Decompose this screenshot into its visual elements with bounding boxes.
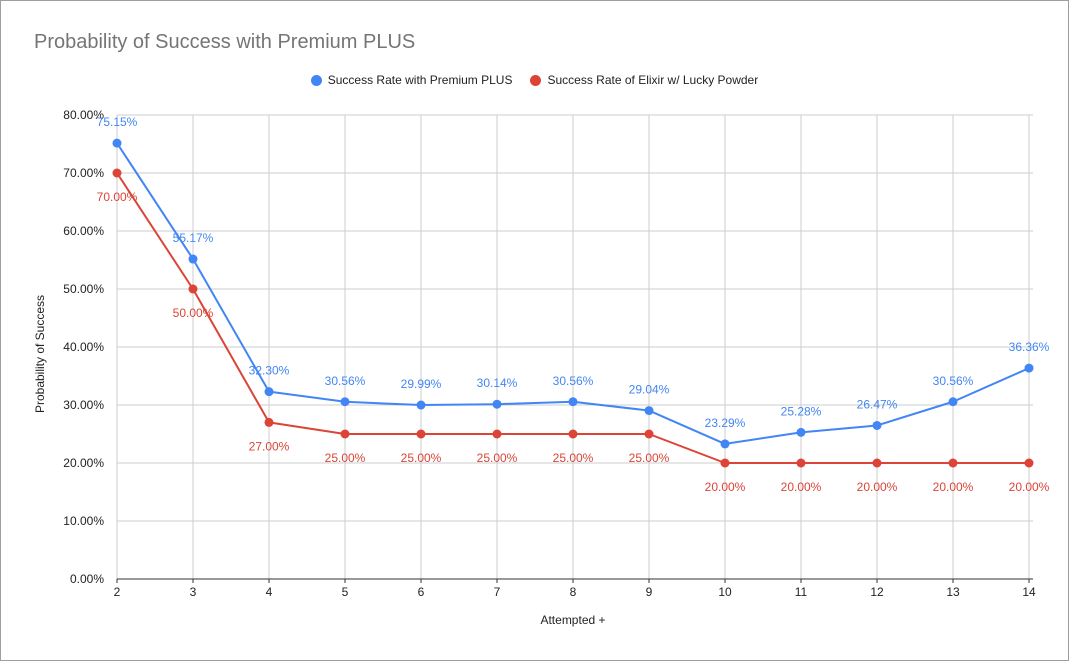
data-point-elixir: [492, 429, 502, 439]
data-label-elixir: 20.00%: [781, 480, 822, 494]
data-label-premium-plus: 30.14%: [477, 376, 518, 390]
data-point-elixir: [1024, 458, 1034, 468]
data-point-premium-plus: [568, 397, 578, 407]
data-point-elixir: [948, 458, 958, 468]
x-tick-label: 11: [795, 585, 808, 599]
data-label-premium-plus: 23.29%: [705, 416, 746, 430]
data-point-premium-plus: [1024, 363, 1034, 373]
legend-marker-premium-plus: [310, 74, 322, 86]
data-label-elixir: 20.00%: [857, 480, 898, 494]
data-point-premium-plus: [720, 439, 730, 449]
x-tick-label: 13: [946, 585, 960, 599]
y-axis-title: Probability of Success: [33, 295, 47, 413]
data-point-elixir: [188, 284, 198, 294]
data-point-elixir: [796, 458, 806, 468]
data-label-elixir: 50.00%: [173, 306, 214, 320]
data-label-premium-plus: 26.47%: [857, 397, 898, 411]
x-axis-title: Attempted +: [540, 613, 605, 627]
data-label-premium-plus: 55.17%: [173, 231, 214, 245]
legend-item-elixir[interactable]: Success Rate of Elixir w/ Lucky Powder: [530, 73, 758, 87]
data-point-premium-plus: [872, 420, 882, 430]
data-label-premium-plus: 30.56%: [325, 374, 366, 388]
gridlines: [116, 114, 1033, 579]
data-label-premium-plus: 29.99%: [401, 377, 442, 391]
x-tick-label: 4: [266, 585, 273, 599]
data-label-elixir: 27.00%: [249, 439, 290, 453]
data-label-premium-plus: 75.15%: [97, 115, 138, 129]
x-tick-label: 2: [114, 585, 121, 599]
x-tick-label: 12: [870, 585, 884, 599]
data-label-elixir: 20.00%: [705, 480, 746, 494]
data-point-premium-plus: [796, 427, 806, 437]
y-tick-label: 20.00%: [63, 456, 104, 470]
data-point-elixir: [264, 417, 274, 427]
data-label-premium-plus: 29.04%: [629, 383, 670, 397]
data-point-premium-plus: [948, 397, 958, 407]
data-label-premium-plus: 30.56%: [933, 374, 974, 388]
data-point-premium-plus: [188, 254, 198, 264]
data-label-elixir: 25.00%: [477, 451, 518, 465]
data-point-premium-plus: [112, 138, 122, 148]
data-point-elixir: [568, 429, 578, 439]
data-label-elixir: 25.00%: [401, 451, 442, 465]
chart-title: Probability of Success with Premium PLUS: [34, 31, 416, 53]
data-label-elixir: 20.00%: [1009, 480, 1050, 494]
y-tick-label: 50.00%: [63, 282, 104, 296]
y-tick-label: 70.00%: [63, 166, 104, 180]
series: [112, 138, 1034, 468]
data-labels: 75.15% 55.17% 32.30% 30.56% 29.99% 30.14% 30.5…: [97, 115, 1050, 494]
legend-marker-elixir: [530, 74, 542, 86]
data-point-elixir: [644, 429, 654, 439]
y-tick-label: 60.00%: [63, 224, 104, 238]
data-point-elixir: [340, 429, 350, 439]
x-tick-label: 9: [646, 585, 653, 599]
legend-item-premium-plus[interactable]: Success Rate with Premium PLUS: [310, 73, 513, 87]
data-label-elixir: 25.00%: [325, 451, 366, 465]
data-point-elixir: [112, 168, 122, 178]
x-tick-label: 6: [418, 585, 425, 599]
data-point-premium-plus: [644, 406, 654, 416]
legend-label-elixir: Success Rate of Elixir w/ Lucky Powder: [547, 73, 759, 87]
data-point-premium-plus: [264, 387, 274, 397]
x-tick-label: 7: [494, 585, 501, 599]
y-tick-label: 80.00%: [63, 108, 104, 122]
x-tick-label: 8: [570, 585, 577, 599]
y-tick-label: 10.00%: [63, 514, 104, 528]
legend-label-premium-plus: Success Rate with Premium PLUS: [327, 73, 513, 87]
data-label-premium-plus: 32.30%: [249, 364, 290, 378]
x-tick-label: 14: [1022, 585, 1036, 599]
legend: Success Rate with Premium PLUS Success R…: [0, 73, 1069, 87]
y-tick-label: 30.00%: [63, 398, 104, 412]
data-label-elixir: 20.00%: [933, 480, 974, 494]
data-point-elixir: [416, 429, 426, 439]
data-point-premium-plus: [416, 400, 426, 410]
data-label-elixir: 25.00%: [629, 451, 670, 465]
y-tick-label: 40.00%: [63, 340, 104, 354]
data-point-elixir: [720, 458, 730, 468]
y-tick-label: 0.00%: [70, 572, 104, 586]
data-label-elixir: 25.00%: [553, 451, 594, 465]
data-label-elixir: 70.00%: [97, 190, 138, 204]
data-label-premium-plus: 30.56%: [553, 374, 594, 388]
data-label-premium-plus: 25.28%: [781, 404, 822, 418]
data-point-elixir: [872, 458, 882, 468]
data-point-premium-plus: [492, 399, 502, 409]
data-point-premium-plus: [340, 397, 350, 407]
x-tick-label: 3: [190, 585, 197, 599]
axes: 0.00% 10.00% 20.00% 30.00% 40.00% 50.00% 60.00…: [63, 108, 1036, 599]
x-tick-label: 10: [718, 585, 732, 599]
x-tick-label: 5: [342, 585, 349, 599]
data-label-premium-plus: 36.36%: [1009, 340, 1050, 354]
